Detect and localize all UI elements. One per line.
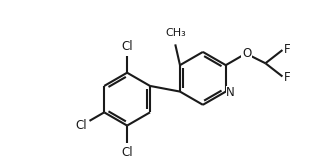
Text: Cl: Cl [121, 146, 133, 158]
Text: Cl: Cl [121, 40, 133, 53]
Text: O: O [242, 47, 251, 60]
Text: N: N [226, 86, 235, 99]
Text: F: F [284, 43, 291, 56]
Text: CH₃: CH₃ [165, 28, 186, 38]
Text: F: F [284, 71, 291, 84]
Text: Cl: Cl [75, 119, 87, 132]
